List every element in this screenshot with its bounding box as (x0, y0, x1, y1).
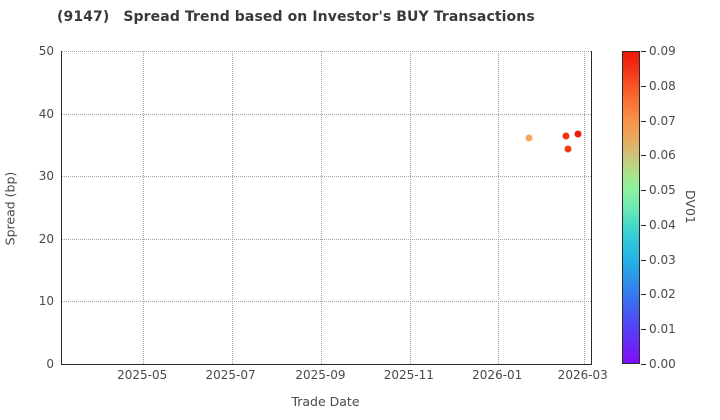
y-tick-label: 30 (38, 169, 54, 184)
x-tick-label: 2026-01 (472, 368, 523, 382)
colorbar-tick-label: 0.05 (649, 183, 676, 198)
gridline-x-2025-05 (143, 51, 145, 364)
data-point (525, 134, 533, 142)
ticker-code: (9147) (57, 9, 110, 25)
colorbar-tick-label: 0.09 (649, 44, 676, 58)
gridline-y-10 (62, 301, 591, 303)
colorbar-tick (641, 155, 646, 157)
colorbar-tick (641, 190, 646, 192)
gridline-x-2026-03 (583, 51, 585, 364)
y-tick-label: 20 (38, 231, 54, 246)
gridline-x-2025-07 (231, 51, 233, 364)
data-point (574, 130, 582, 138)
colorbar (622, 51, 640, 364)
gridline-y-50 (62, 51, 591, 52)
chart-title: (9147) Spread Trend based on Investor's B… (57, 9, 535, 25)
colorbar-tick (641, 294, 646, 296)
chart-title-text: Spread Trend based on Investor's BUY Tra… (123, 9, 535, 25)
gridline-y-20 (62, 238, 591, 240)
data-point (562, 132, 570, 140)
x-axis-ticks: 2025-05 2025-07 2025-09 2025-11 2026-01 2026-… (61, 368, 608, 384)
colorbar-label: DV01 (683, 190, 698, 224)
plot-area (61, 51, 592, 365)
y-tick-label: 40 (38, 106, 54, 121)
gridline-x-2025-09 (321, 51, 323, 364)
colorbar-tick-label: 0.07 (649, 113, 676, 128)
colorbar-tick (641, 51, 646, 52)
colorbar-tick (641, 259, 646, 261)
y-tick-label: 50 (38, 44, 54, 58)
x-tick-label: 2026-03 (557, 368, 608, 382)
colorbar-tick-label: 0.02 (649, 287, 676, 302)
y-axis-ticks: 0 10 20 30 40 50 (0, 44, 54, 371)
colorbar-tick-label: 0.08 (649, 78, 676, 93)
x-tick-label: 2025-05 (117, 368, 168, 382)
colorbar-tick (641, 224, 646, 226)
colorbar-tick-label: 0.03 (649, 252, 676, 267)
y-tick-label: 0 (46, 357, 54, 371)
colorbar-tick-label: 0.04 (649, 217, 676, 232)
gridline-y-30 (62, 176, 591, 178)
colorbar-tick (641, 329, 646, 331)
gridline-x-2026-01 (498, 51, 500, 364)
colorbar-tick-label: 0.06 (649, 148, 676, 163)
colorbar-tick-label: 0.01 (649, 322, 676, 337)
gridline-x-2025-11 (409, 51, 411, 364)
x-tick-label: 2025-09 (295, 368, 346, 382)
data-point (564, 145, 572, 153)
y-tick-label: 10 (38, 294, 54, 309)
colorbar-tick-label: 0.00 (649, 357, 676, 371)
gridline-y-40 (62, 113, 591, 115)
x-axis-label: Trade Date (291, 394, 360, 409)
colorbar-tick (641, 120, 646, 122)
x-tick-label: 2025-07 (205, 368, 256, 382)
colorbar-tick (641, 364, 646, 365)
x-tick-label: 2025-11 (383, 368, 434, 382)
colorbar-tick (641, 85, 646, 87)
